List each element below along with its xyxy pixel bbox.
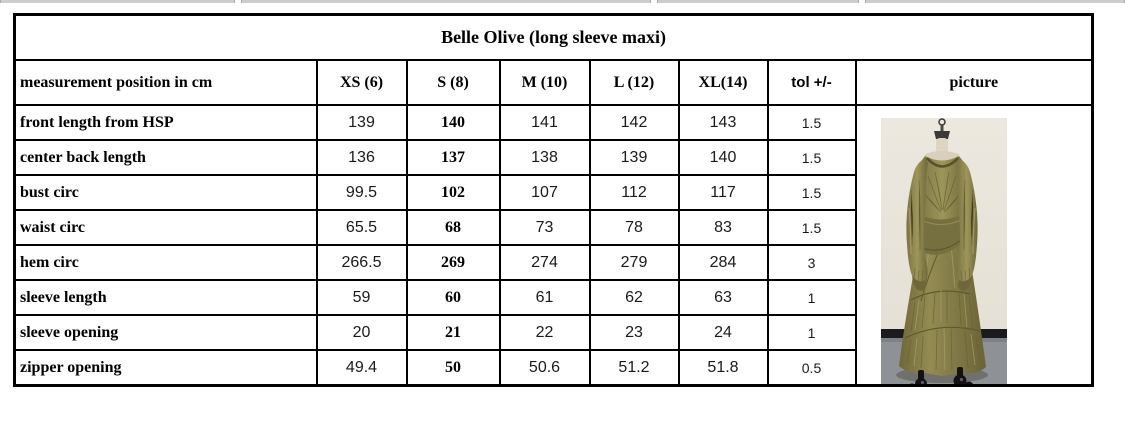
tolerance-value: 3 [766,244,857,281]
cell-value: 107 [498,174,591,211]
col-header-tolerance: tol +/- [766,59,857,106]
cell-value: 24 [677,314,769,351]
cell-value: 61 [498,279,591,316]
col-header-measurement: measurement position in cm [13,59,318,106]
cell-value: 68 [405,209,501,246]
tolerance-value: 0.5 [766,349,857,387]
tab-edge-segment [657,0,859,3]
picture-cell [854,104,1094,387]
cell-value: 269 [405,244,501,281]
chart-title: Belle Olive (long sleeve maxi) [13,13,1094,61]
table-row: waist circ 65.5 68 73 78 83 1.5 [13,209,1093,246]
row-label: sleeve opening [13,314,318,351]
tab-edge-segment [241,0,651,3]
cell-value: 83 [677,209,769,246]
table-header-row: measurement position in cm XS (6) S (8) … [13,59,1094,106]
cell-value: 50.6 [498,349,591,387]
row-label: zipper opening [13,349,318,387]
cell-value: 136 [315,139,408,176]
table-row: zipper opening 49.4 50 50.6 51.2 51.8 0.… [13,349,1093,387]
size-chart-table: Belle Olive (long sleeve maxi) measureme… [13,13,1095,387]
cell-value: 102 [405,174,501,211]
cell-value: 78 [588,209,680,246]
cell-value: 60 [405,279,501,316]
cell-value: 51.2 [588,349,680,387]
tab-edge-segment [0,0,235,3]
col-header-xs: XS (6) [315,59,408,106]
cell-value: 112 [588,174,680,211]
table-row: center back length 136 137 138 139 140 1… [13,139,1093,176]
tolerance-value: 1 [766,314,857,351]
row-label: center back length [13,139,318,176]
cell-value: 63 [677,279,769,316]
table-row: sleeve length 59 60 61 62 63 1 [13,279,1093,316]
table-title-row: Belle Olive (long sleeve maxi) [13,13,1094,61]
cell-value: 140 [405,104,501,141]
tab-edge-segment [865,0,1125,3]
browser-tabs-edge-strip [0,0,1125,3]
tab-edge-gap [651,0,657,3]
cell-value: 117 [677,174,769,211]
table-row: bust circ 99.5 102 107 112 117 1.5 [13,174,1093,211]
cell-value: 51.8 [677,349,769,387]
cell-value: 139 [315,104,408,141]
col-header-s: S (8) [405,59,501,106]
cell-value: 99.5 [315,174,408,211]
row-label: bust circ [13,174,318,211]
cell-value: 141 [498,104,591,141]
tolerance-value: 1.5 [766,174,857,211]
cell-value: 140 [677,139,769,176]
cell-value: 142 [588,104,680,141]
cell-value: 62 [588,279,680,316]
cell-value: 274 [498,244,591,281]
cell-value: 143 [677,104,769,141]
dress-photo [880,118,1007,384]
col-header-m: M (10) [498,59,591,106]
cell-value: 23 [588,314,680,351]
table-row: sleeve opening 20 21 22 23 24 1 [13,314,1093,351]
col-header-picture: picture [854,59,1094,106]
cell-value: 50 [405,349,501,387]
tab-edge-gap [859,0,865,3]
tolerance-value: 1.5 [766,209,857,246]
row-label: front length from HSP [13,104,318,141]
cell-value: 59 [315,279,408,316]
col-header-l: L (12) [588,59,680,106]
tolerance-value: 1.5 [766,139,857,176]
row-label: sleeve length [13,279,318,316]
cell-value: 279 [588,244,680,281]
tolerance-value: 1 [766,279,857,316]
tolerance-value: 1.5 [766,104,857,141]
col-header-xl: XL(14) [677,59,769,106]
cell-value: 49.4 [315,349,408,387]
cell-value: 266.5 [315,244,408,281]
tab-edge-gap [235,0,241,3]
table-row: front length from HSP 139 140 141 142 14… [13,104,1094,387]
cell-value: 284 [677,244,769,281]
cell-value: 22 [498,314,591,351]
row-label: hem circ [13,244,318,281]
row-label: waist circ [13,209,318,246]
cell-value: 73 [498,209,591,246]
cell-value: 139 [588,139,680,176]
dress-photo-graphic [880,118,1007,384]
cell-value: 137 [405,139,501,176]
cell-value: 138 [498,139,591,176]
cell-value: 21 [405,314,501,351]
cell-value: 65.5 [315,209,408,246]
table-row: hem circ 266.5 269 274 279 284 3 [13,244,1093,281]
cell-value: 20 [315,314,408,351]
